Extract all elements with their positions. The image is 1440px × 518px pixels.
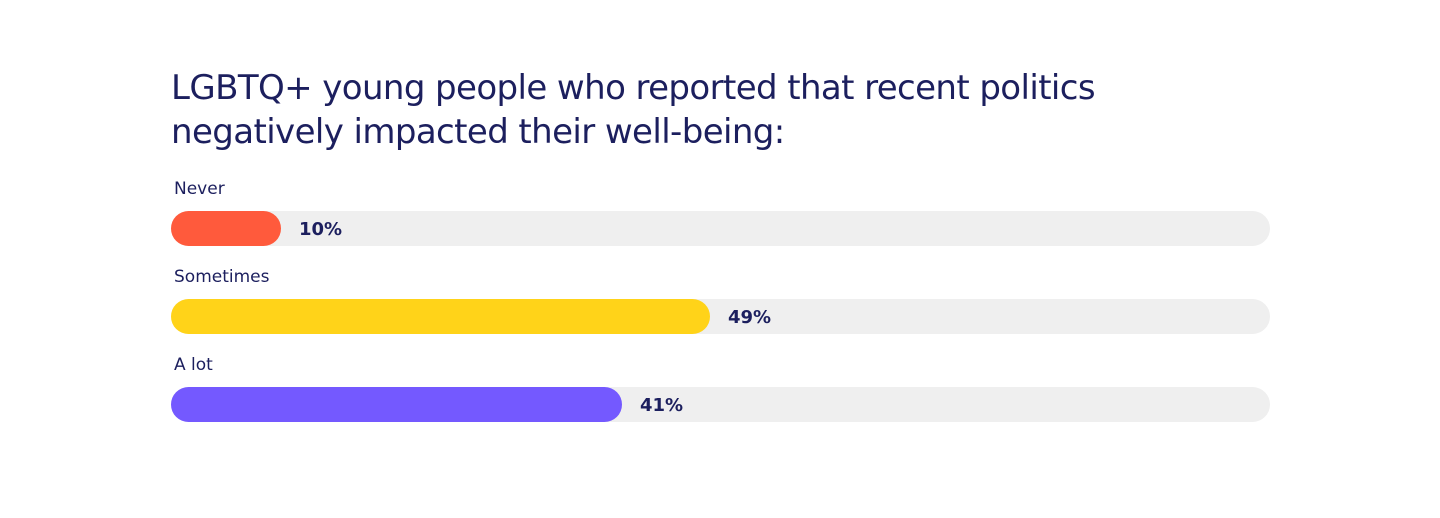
bar-track: [171, 299, 1270, 334]
bar: [171, 299, 710, 334]
data-label: 41%: [640, 395, 684, 416]
data-label: 10%: [299, 219, 343, 240]
category-label: A lot: [174, 355, 213, 375]
category-label: Sometimes: [174, 267, 270, 287]
bar: [171, 387, 622, 422]
category-label: Never: [174, 179, 225, 199]
data-label: 49%: [728, 307, 772, 328]
bar: [171, 211, 281, 246]
chart-title: LGBTQ+ young people who reported that re…: [171, 68, 1096, 152]
bar-row: Never 10%: [171, 178, 1271, 266]
bar-chart: LGBTQ+ young people who reported that re…: [171, 66, 1271, 442]
bar-track: [171, 387, 1270, 422]
bar-row: Sometimes 49%: [171, 266, 1271, 354]
bar-rows: Never 10% Sometimes 49% A lot 41%: [171, 178, 1271, 442]
bar-track: [171, 211, 1270, 246]
bar-row: A lot 41%: [171, 354, 1271, 442]
